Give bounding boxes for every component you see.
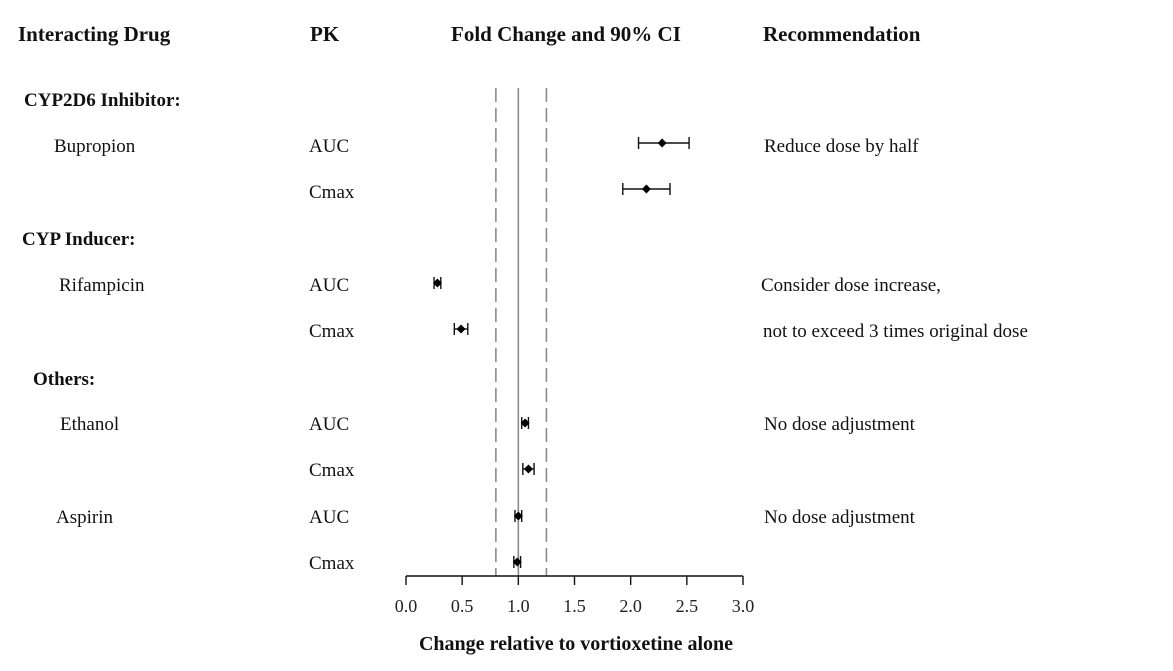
recommendation-ethanol: No dose adjustment xyxy=(764,414,915,435)
header-pk: PK xyxy=(310,22,340,46)
x-tick-label: 0.0 xyxy=(395,596,418,616)
point-estimate xyxy=(657,138,667,148)
group-label-others: Others: xyxy=(33,369,96,390)
point-estimate xyxy=(523,464,533,474)
ci-row xyxy=(513,510,523,522)
pk-label: Cmax xyxy=(309,460,355,481)
ci-row xyxy=(622,183,671,195)
recommendation-bupropion: Reduce dose by half xyxy=(764,136,919,157)
point-estimate xyxy=(432,278,442,288)
point-estimate xyxy=(456,324,466,334)
x-tick-label: 0.5 xyxy=(451,596,474,616)
ci-row xyxy=(637,137,690,149)
x-tick-label: 2.0 xyxy=(619,596,642,616)
recommendation-rifampicin-line2: not to exceed 3 times original dose xyxy=(763,321,1028,342)
pk-label: AUC xyxy=(309,275,350,296)
header-interacting-drug: Interacting Drug xyxy=(18,22,171,46)
point-estimate xyxy=(520,418,530,428)
x-axis-title: Change relative to vortioxetine alone xyxy=(419,633,733,655)
point-estimate xyxy=(641,184,651,194)
point-estimate xyxy=(512,557,522,567)
ci-row xyxy=(432,277,442,289)
ci-row xyxy=(453,323,469,335)
x-tick-label: 3.0 xyxy=(732,596,755,616)
recommendation-aspirin: No dose adjustment xyxy=(764,507,915,528)
x-tick-label: 2.5 xyxy=(676,596,699,616)
pk-label: AUC xyxy=(309,136,350,157)
pk-label: Cmax xyxy=(309,182,355,203)
drug-name-bupropion: Bupropion xyxy=(54,136,136,157)
pk-label: Cmax xyxy=(309,553,355,574)
x-tick-label: 1.5 xyxy=(563,596,586,616)
drug-name-aspirin: Aspirin xyxy=(56,507,113,528)
header-fold-change: Fold Change and 90% CI xyxy=(451,22,681,46)
ci-row xyxy=(512,556,522,568)
pk-label: AUC xyxy=(309,414,350,435)
group-label-cyp2d6-inhibitor: CYP2D6 Inhibitor: xyxy=(24,90,181,111)
pk-label: AUC xyxy=(309,507,350,528)
group-label-cyp-inducer: CYP Inducer: xyxy=(22,229,136,250)
pk-label: Cmax xyxy=(309,321,355,342)
ci-row xyxy=(520,417,530,429)
recommendation-rifampicin-line1: Consider dose increase, xyxy=(761,275,941,296)
drug-name-rifampicin: Rifampicin xyxy=(59,275,145,296)
drug-name-ethanol: Ethanol xyxy=(60,414,120,435)
ci-row xyxy=(522,463,535,475)
x-tick-label: 1.0 xyxy=(507,596,530,616)
header-recommendation: Recommendation xyxy=(763,22,921,46)
point-estimate xyxy=(513,511,523,521)
